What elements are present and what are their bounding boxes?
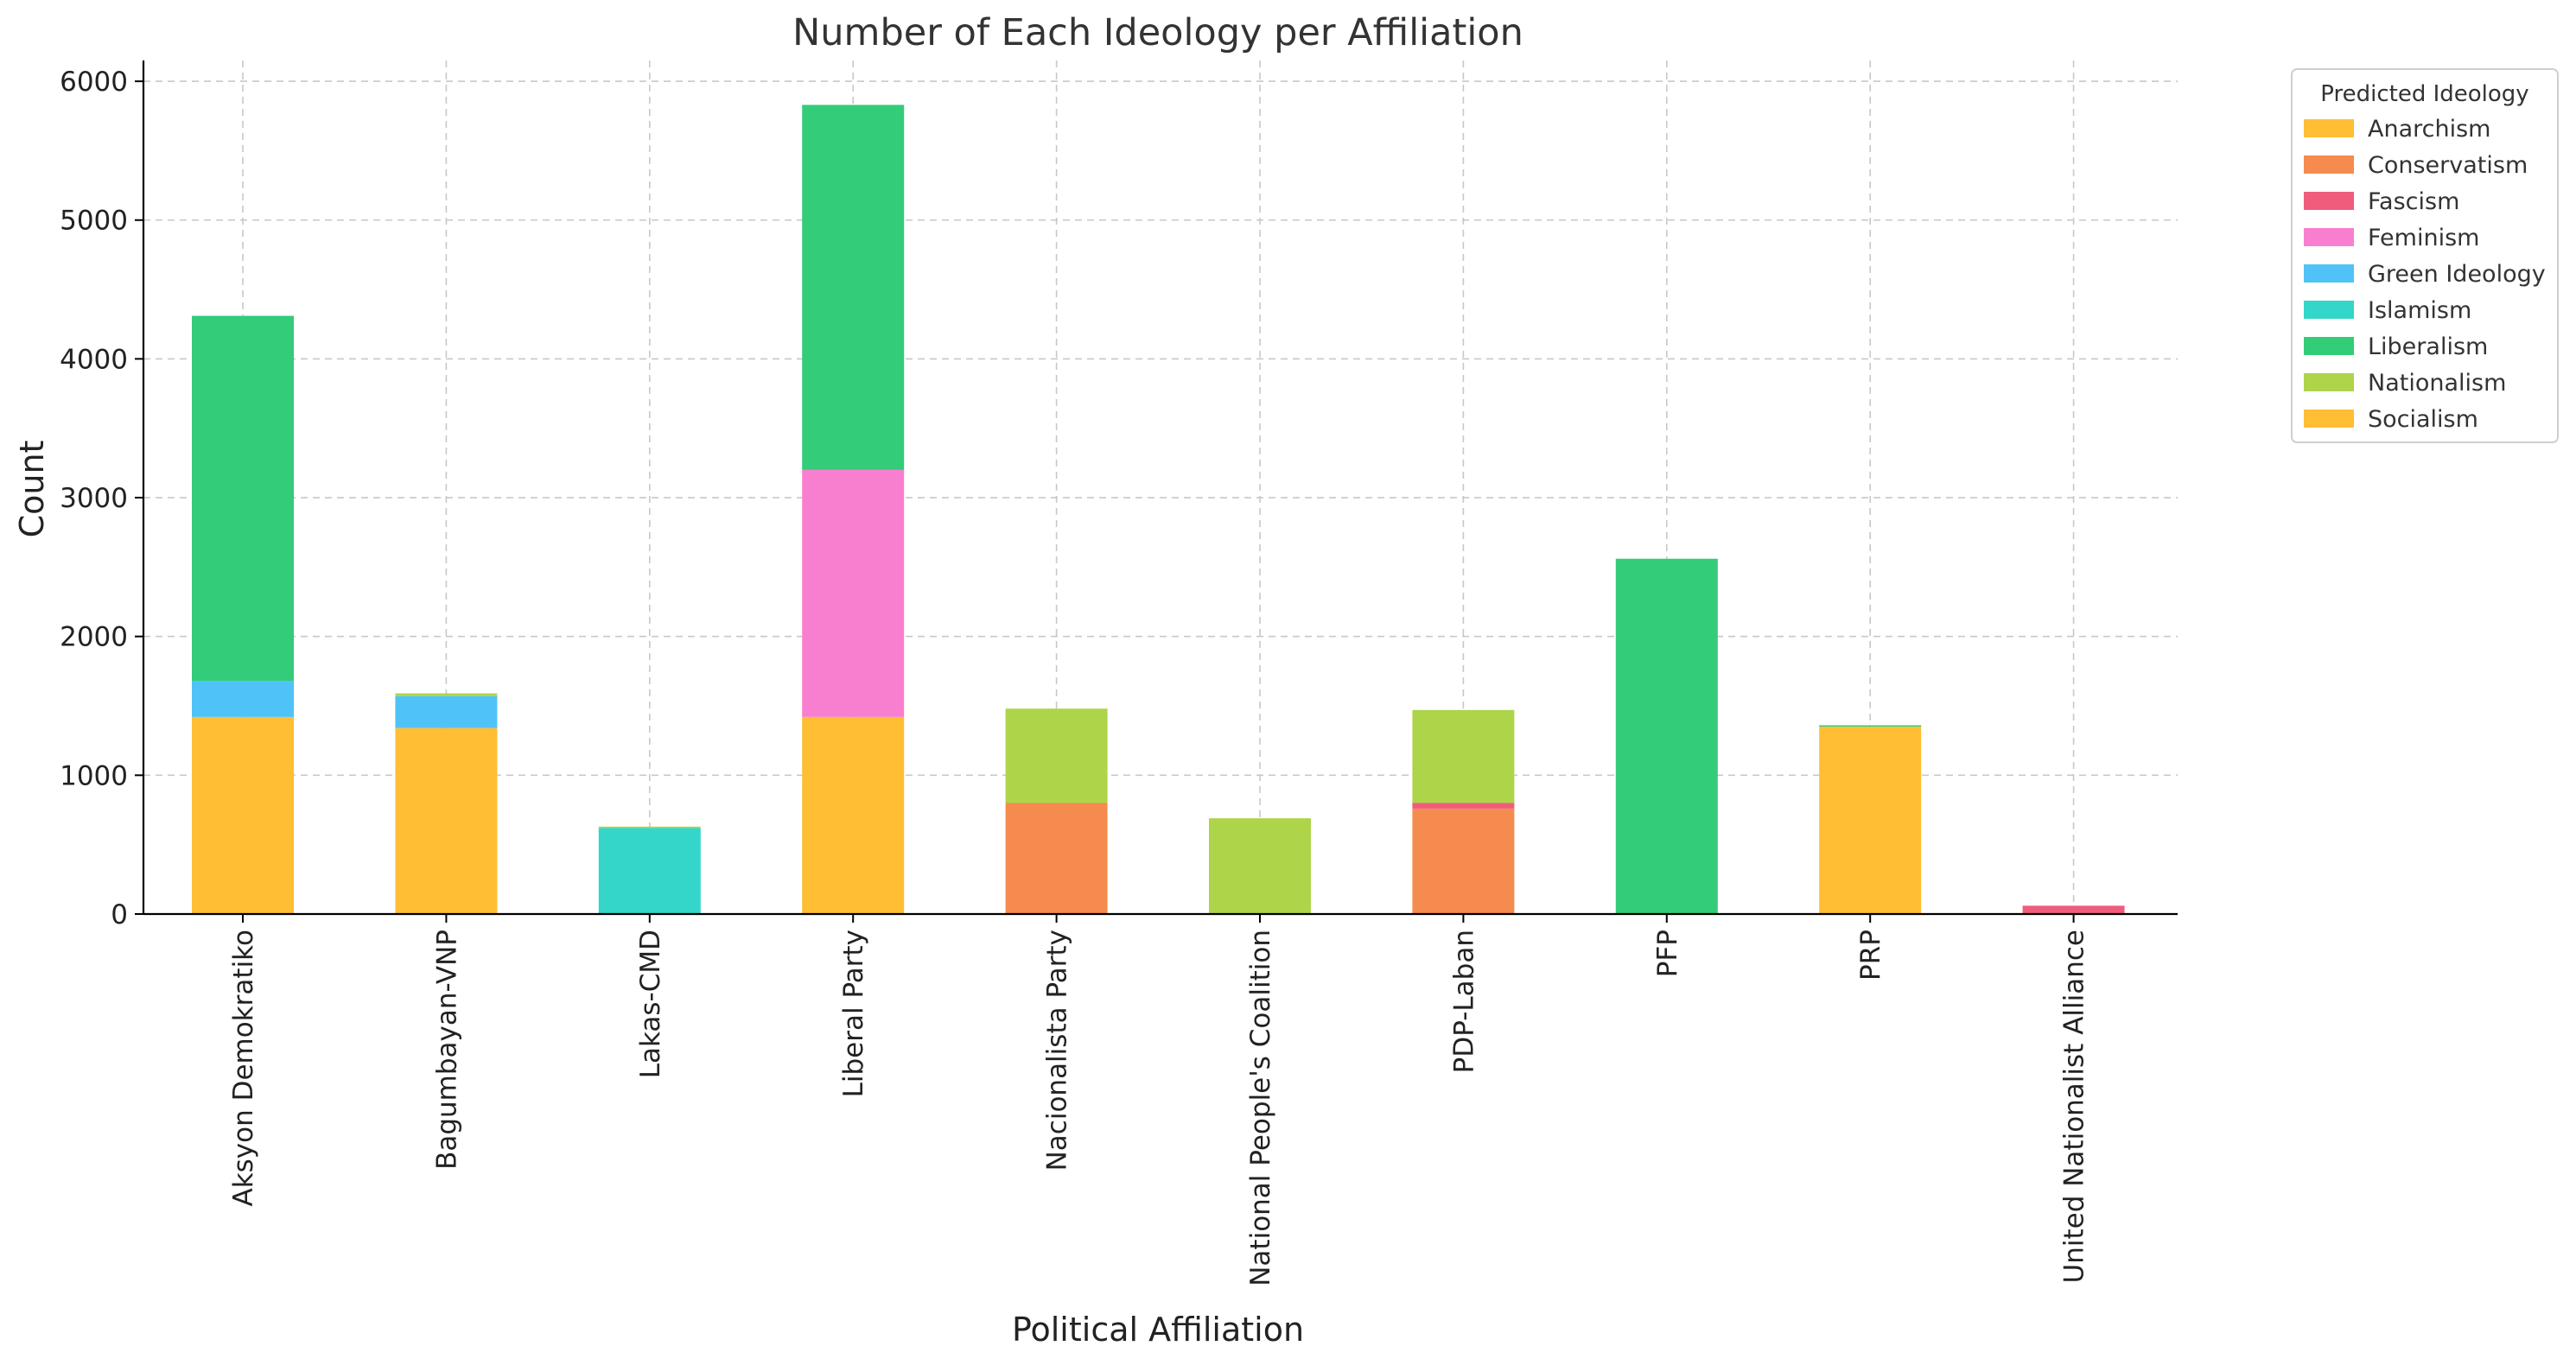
legend-title: Predicted Ideology — [2320, 81, 2528, 107]
x-tick-label: PFP — [1652, 930, 1683, 977]
x-tick-label: Aksyon Demokratiko — [228, 930, 259, 1207]
legend-swatch — [2304, 373, 2354, 391]
legend-swatch — [2304, 337, 2354, 355]
bar-segment — [802, 716, 905, 914]
x-tick-label: United Nationalist Alliance — [2059, 930, 2090, 1283]
legend-label: Islamism — [2368, 297, 2471, 324]
x-tick-label: Lakas-CMD — [635, 930, 666, 1078]
bar-segment — [598, 826, 701, 829]
bar-segment — [192, 315, 294, 682]
legend-label: Green Ideology — [2368, 261, 2546, 288]
y-tick-label: 4000 — [60, 344, 128, 375]
legend-label: Feminism — [2368, 225, 2479, 251]
bar-segment — [598, 828, 701, 914]
bar-segment — [1005, 708, 1108, 803]
bar-segment — [2022, 905, 2125, 914]
y-tick-label: 1000 — [60, 760, 128, 791]
legend: Predicted Ideology Anarchism Conservatism… — [2291, 68, 2559, 443]
legend-swatch — [2304, 301, 2354, 319]
bar-segment — [395, 727, 498, 914]
bar-segment — [802, 469, 905, 717]
y-tick-label: 6000 — [60, 67, 128, 98]
bar-segment — [192, 681, 294, 717]
legend-swatch — [2304, 410, 2354, 428]
legend-label: Anarchism — [2368, 116, 2490, 143]
bar-segment — [1819, 727, 1922, 914]
bar-segment — [1412, 808, 1515, 914]
legend-label: Fascism — [2368, 188, 2459, 215]
bar-segment — [1615, 558, 1718, 914]
legend-swatch — [2304, 192, 2354, 210]
bar-segment — [395, 695, 498, 728]
x-tick-label: Nacionalista Party — [1042, 930, 1073, 1171]
x-tick-label: Liberal Party — [838, 930, 869, 1097]
y-tick-label: 5000 — [60, 206, 128, 237]
bar-segment — [802, 105, 905, 470]
bar-segment — [1005, 803, 1108, 914]
legend-swatch — [2304, 119, 2354, 137]
legend-label: Socialism — [2368, 406, 2478, 433]
legend-swatch — [2304, 156, 2354, 174]
chart-title: Number of Each Ideology per Affiliation — [792, 11, 1523, 54]
legend-frame — [2291, 68, 2559, 443]
y-ticks: 0 1000 2000 3000 4000 5000 6000 — [60, 67, 143, 930]
legend-label: Liberalism — [2368, 333, 2488, 360]
legend-swatch — [2304, 228, 2354, 246]
bar-segment — [1209, 818, 1311, 914]
legend-label: Conservatism — [2368, 152, 2528, 179]
y-axis-label: Count — [13, 441, 51, 538]
x-tick-label: PDP-Laban — [1448, 930, 1479, 1073]
x-ticks: Aksyon Demokratiko Bagumbayan-VNP Lakas-CM… — [228, 914, 2090, 1286]
bar-segment — [1819, 725, 1922, 727]
legend-label: Nationalism — [2368, 370, 2506, 397]
bar-segment — [1412, 803, 1515, 809]
x-tick-label: Bagumbayan-VNP — [431, 930, 462, 1170]
bars — [192, 105, 2125, 914]
bar-segment — [1412, 709, 1515, 803]
x-tick-label: PRP — [1855, 930, 1886, 981]
x-tick-label: National People's Coalition — [1245, 930, 1276, 1286]
bar-segment — [192, 716, 294, 914]
x-axis-label: Political Affiliation — [1012, 1311, 1304, 1349]
axes — [142, 60, 2178, 916]
legend-swatch — [2304, 264, 2354, 283]
bar-segment — [395, 693, 498, 696]
legend-items: Anarchism Conservatism Fascism Feminism Gree… — [2304, 116, 2546, 433]
y-tick-label: 3000 — [60, 483, 128, 514]
y-tick-label: 2000 — [60, 622, 128, 653]
y-tick-label: 0 — [111, 899, 128, 930]
